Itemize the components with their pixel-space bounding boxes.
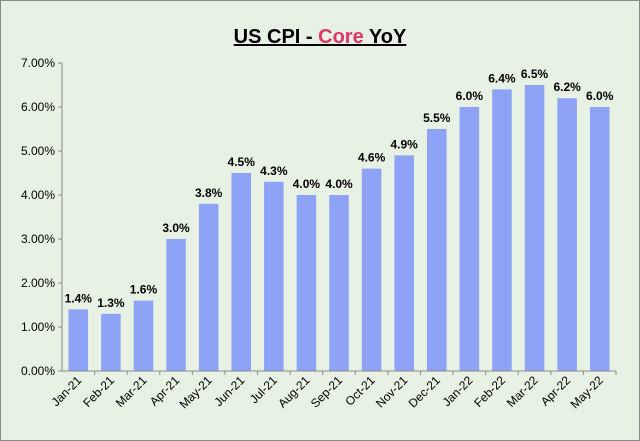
title-part-3: YoY bbox=[363, 26, 407, 48]
y-tick-label: 0.00% bbox=[21, 364, 55, 378]
y-tick-label: 4.00% bbox=[21, 188, 55, 202]
data-label: 3.8% bbox=[195, 186, 223, 200]
y-axis: 0.00% 1.00% 2.00% 3.00% 4.00% 5.00% 6.00% 7.00% bbox=[21, 56, 63, 378]
y-tick-label: 6.00% bbox=[21, 100, 55, 114]
bar bbox=[394, 155, 414, 371]
title-accent: Core bbox=[318, 26, 364, 48]
y-tick-label: 3.00% bbox=[21, 232, 55, 246]
data-label: 1.3% bbox=[97, 296, 125, 310]
bar bbox=[459, 107, 480, 371]
x-tick-label: Jun-21 bbox=[212, 373, 248, 409]
y-tick-label: 5.00% bbox=[21, 144, 55, 158]
x-tick-label: Feb-22 bbox=[471, 373, 508, 410]
x-tick-label: Jan-21 bbox=[49, 373, 85, 409]
title-part-1: US CPI - bbox=[233, 26, 319, 48]
x-tick-label: May-22 bbox=[568, 373, 606, 411]
data-label: 3.0% bbox=[162, 221, 190, 235]
data-label: 1.6% bbox=[130, 283, 158, 297]
x-tick-label: Mar-21 bbox=[113, 373, 150, 410]
y-tick-label: 1.00% bbox=[21, 320, 55, 334]
x-tick-label: Feb-21 bbox=[80, 373, 117, 410]
bar bbox=[361, 168, 382, 371]
bar bbox=[426, 129, 447, 371]
data-label: 4.9% bbox=[390, 137, 418, 151]
x-tick-label: Dec-21 bbox=[406, 373, 443, 410]
bar bbox=[231, 173, 252, 371]
bar bbox=[557, 98, 577, 371]
x-tick-label: Oct-21 bbox=[342, 373, 378, 409]
x-tick-label: Nov-21 bbox=[373, 373, 410, 410]
data-label: 4.0% bbox=[325, 177, 353, 191]
data-label: 5.5% bbox=[423, 111, 451, 125]
chart-title: US CPI - Core YoY bbox=[0, 26, 640, 49]
bar bbox=[198, 203, 219, 371]
x-tick-label: Sep-21 bbox=[308, 373, 345, 410]
y-tick-label: 2.00% bbox=[21, 276, 55, 290]
x-tick-label: Jan-22 bbox=[440, 373, 476, 409]
data-labels: 1.4% 1.3% 1.6% 3.0% 3.8% 4.5% 4.3% 4.0% 4.0% 4.6%… bbox=[65, 67, 614, 310]
data-label: 6.5% bbox=[521, 67, 549, 81]
data-label: 4.0% bbox=[293, 177, 321, 191]
data-label: 6.4% bbox=[488, 71, 516, 85]
data-label: 6.0% bbox=[586, 89, 614, 103]
bar bbox=[68, 309, 89, 371]
bar bbox=[329, 195, 349, 371]
bar bbox=[492, 89, 512, 372]
bars bbox=[68, 85, 610, 372]
data-label: 4.6% bbox=[358, 151, 386, 165]
x-tick-label: May-21 bbox=[177, 373, 215, 411]
bar bbox=[264, 181, 284, 371]
bar bbox=[296, 195, 317, 371]
data-label: 6.2% bbox=[553, 80, 581, 94]
bar bbox=[589, 107, 610, 371]
bar bbox=[133, 300, 154, 371]
x-tick-label: Mar-22 bbox=[504, 373, 541, 410]
data-label: 4.5% bbox=[228, 155, 256, 169]
data-label: 4.3% bbox=[260, 164, 288, 178]
data-label: 1.4% bbox=[65, 291, 93, 305]
data-label: 6.0% bbox=[456, 89, 484, 103]
bar bbox=[101, 313, 121, 371]
bar bbox=[524, 85, 545, 371]
bar bbox=[166, 239, 186, 371]
x-tick-label: Aug-21 bbox=[275, 373, 312, 410]
y-tick-label: 7.00% bbox=[21, 56, 55, 70]
